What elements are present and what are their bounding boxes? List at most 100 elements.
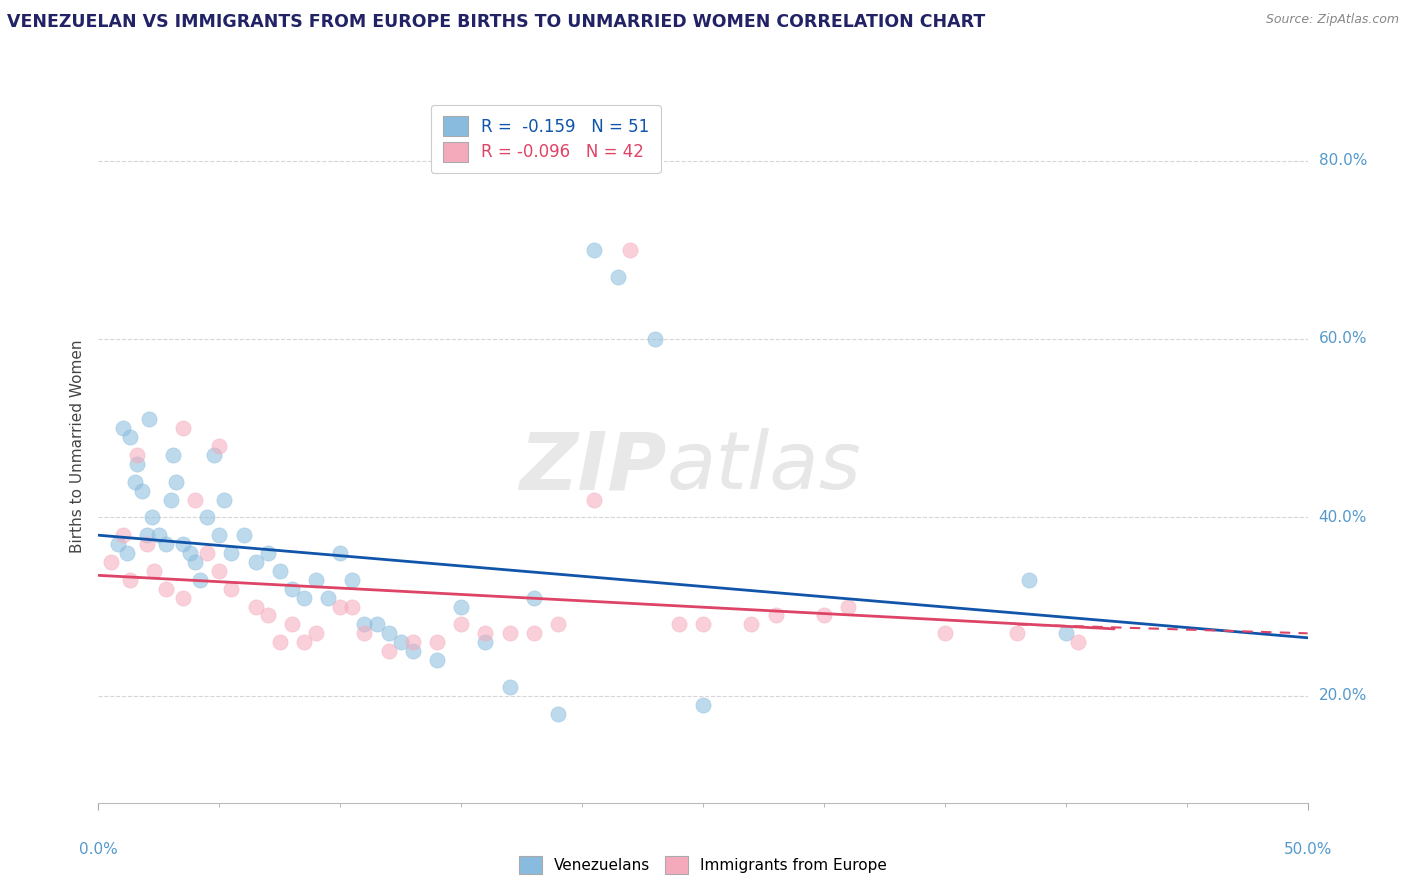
Point <box>1067 635 1090 649</box>
Point <box>141 510 163 524</box>
Text: 80.0%: 80.0% <box>1319 153 1367 168</box>
Point <box>692 617 714 632</box>
Point <box>208 528 231 542</box>
Point <box>162 448 184 462</box>
Point <box>118 430 141 444</box>
Legend: R =  -0.159   N = 51, R = -0.096   N = 42: R = -0.159 N = 51, R = -0.096 N = 42 <box>430 104 661 173</box>
Point <box>692 698 714 712</box>
Point <box>172 421 194 435</box>
Point <box>547 706 569 721</box>
Point <box>329 546 352 560</box>
Point <box>837 599 859 614</box>
Point <box>366 617 388 632</box>
Point <box>245 599 267 614</box>
Point <box>100 555 122 569</box>
Point <box>269 635 291 649</box>
Point <box>583 243 606 257</box>
Point <box>292 635 315 649</box>
Point <box>188 573 211 587</box>
Y-axis label: Births to Unmarried Women: Births to Unmarried Women <box>69 339 84 553</box>
Point <box>523 626 546 640</box>
Point <box>668 617 690 632</box>
Point <box>117 546 139 560</box>
Point <box>1054 626 1077 640</box>
Point <box>232 528 254 542</box>
Point <box>135 537 157 551</box>
Point <box>107 537 129 551</box>
Point <box>221 582 243 596</box>
Point <box>450 599 472 614</box>
Legend: Venezuelans, Immigrants from Europe: Venezuelans, Immigrants from Europe <box>513 850 893 880</box>
Point <box>135 528 157 542</box>
Point <box>269 564 291 578</box>
Point <box>148 528 170 542</box>
Point <box>131 483 153 498</box>
Point <box>607 269 630 284</box>
Point <box>172 537 194 551</box>
Point <box>644 332 666 346</box>
Point <box>740 617 762 632</box>
Point <box>143 564 166 578</box>
Point <box>1007 626 1029 640</box>
Text: atlas: atlas <box>666 428 862 507</box>
Point <box>204 448 226 462</box>
Point <box>212 492 235 507</box>
Point <box>523 591 546 605</box>
Point <box>281 617 304 632</box>
Point <box>474 626 496 640</box>
Point <box>184 555 207 569</box>
Point <box>179 546 201 560</box>
Point <box>111 421 134 435</box>
Point <box>256 546 278 560</box>
Point <box>583 492 606 507</box>
Point <box>208 564 231 578</box>
Point <box>329 599 352 614</box>
Point <box>172 591 194 605</box>
Point <box>195 546 218 560</box>
Point <box>127 457 149 471</box>
Point <box>138 412 160 426</box>
Point <box>547 617 569 632</box>
Text: Source: ZipAtlas.com: Source: ZipAtlas.com <box>1265 13 1399 27</box>
Point <box>165 475 187 489</box>
Point <box>160 492 183 507</box>
Point <box>184 492 207 507</box>
Point <box>342 599 364 614</box>
Point <box>316 591 339 605</box>
Point <box>111 528 134 542</box>
Point <box>245 555 267 569</box>
Point <box>934 626 956 640</box>
Point <box>377 644 399 658</box>
Text: VENEZUELAN VS IMMIGRANTS FROM EUROPE BIRTHS TO UNMARRIED WOMEN CORRELATION CHART: VENEZUELAN VS IMMIGRANTS FROM EUROPE BIR… <box>7 13 986 31</box>
Point <box>305 573 328 587</box>
Point <box>292 591 315 605</box>
Point <box>498 626 520 640</box>
Point <box>208 439 231 453</box>
Point <box>498 680 520 694</box>
Point <box>118 573 141 587</box>
Text: 40.0%: 40.0% <box>1319 510 1367 524</box>
Point <box>353 617 375 632</box>
Point <box>305 626 328 640</box>
Text: ZIP: ZIP <box>519 428 666 507</box>
Point <box>426 653 449 667</box>
Point <box>221 546 243 560</box>
Point <box>377 626 399 640</box>
Point <box>127 448 149 462</box>
Text: 20.0%: 20.0% <box>1319 689 1367 703</box>
Point <box>619 243 641 257</box>
Point <box>402 644 425 658</box>
Point <box>402 635 425 649</box>
Point <box>765 608 787 623</box>
Text: 0.0%: 0.0% <box>79 842 118 856</box>
Point <box>813 608 835 623</box>
Point <box>281 582 304 596</box>
Point <box>342 573 364 587</box>
Point <box>389 635 412 649</box>
Point <box>124 475 146 489</box>
Point <box>1018 573 1040 587</box>
Point <box>450 617 472 632</box>
Text: 60.0%: 60.0% <box>1319 332 1367 346</box>
Point <box>155 582 177 596</box>
Point <box>195 510 218 524</box>
